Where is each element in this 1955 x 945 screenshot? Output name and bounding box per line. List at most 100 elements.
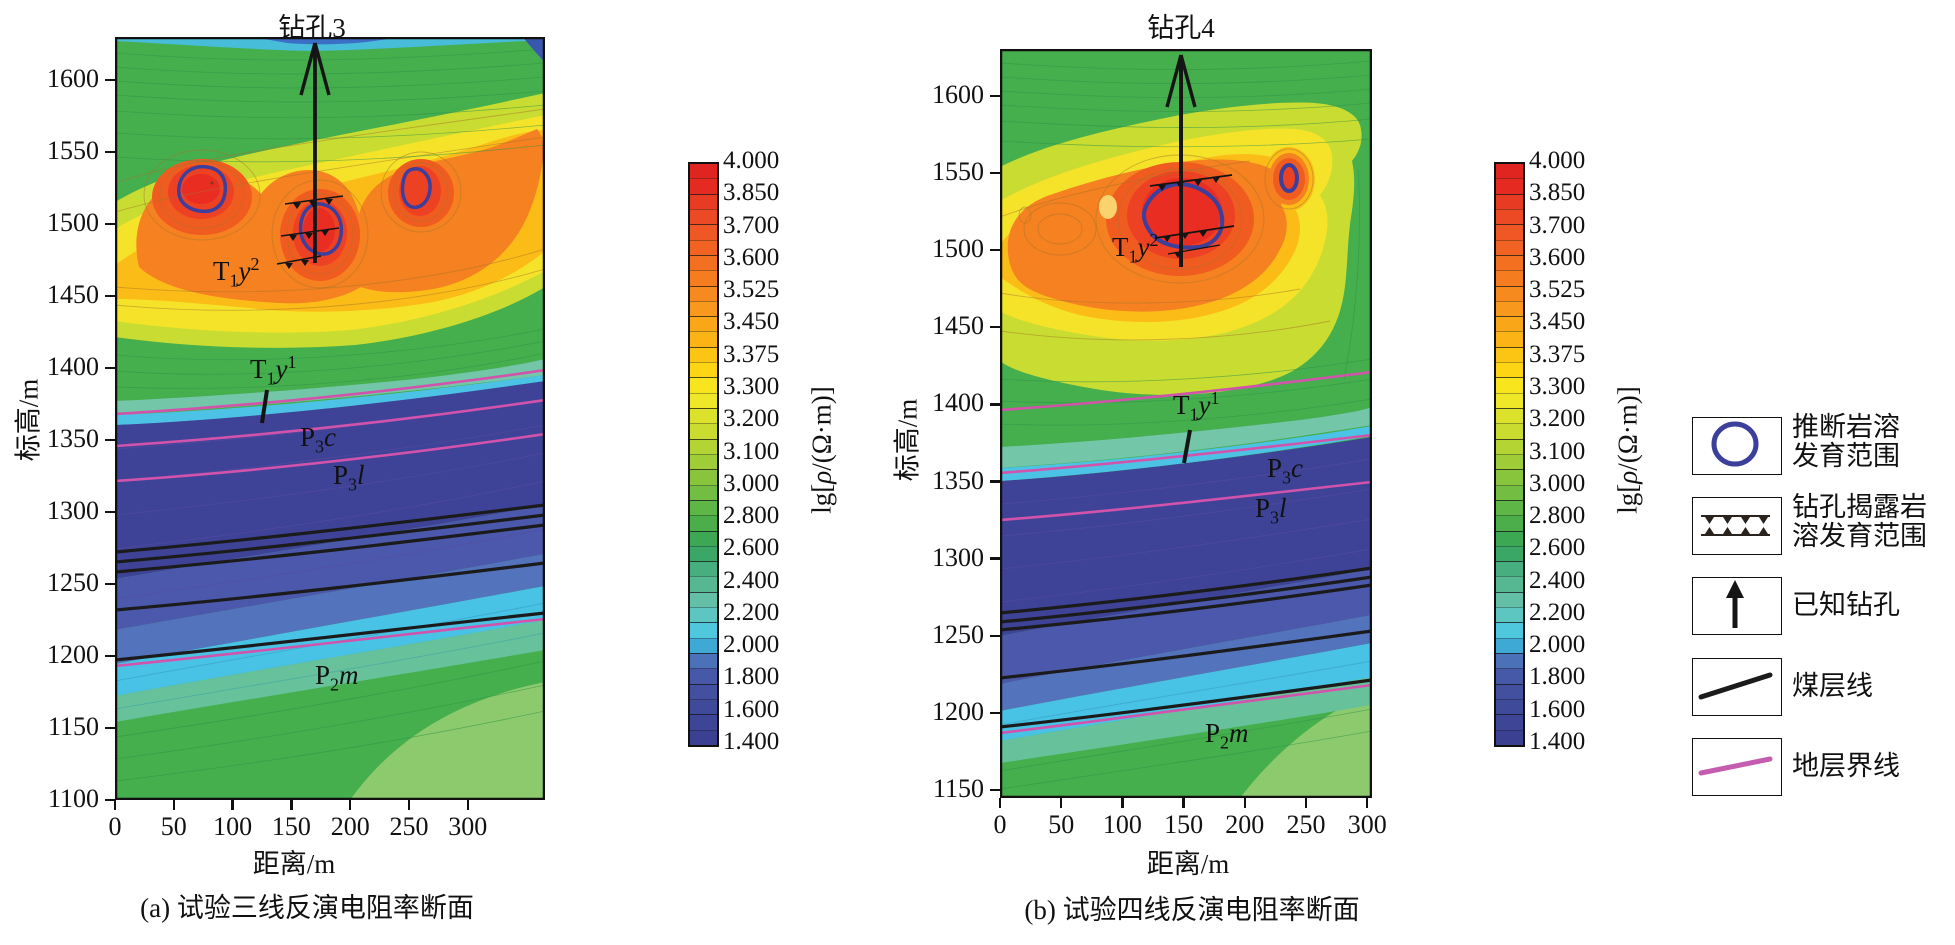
colorbar-tick-label: 3.300 xyxy=(1529,372,1586,400)
colorbar-tick-label: 1.800 xyxy=(723,663,780,691)
strata-label: T1y2 xyxy=(213,254,260,291)
colorbar-cell xyxy=(690,239,717,255)
colorbar-tick-label: 2.400 xyxy=(1529,566,1586,594)
colorbar-tick-label: 2.400 xyxy=(723,566,780,594)
colorbar-cell xyxy=(690,331,717,347)
colorbar xyxy=(688,162,719,747)
colorbar-cell xyxy=(690,193,717,209)
x-tick-mark xyxy=(231,800,234,810)
y-tick-label: 1400 xyxy=(47,352,99,381)
colorbar-cell xyxy=(1496,239,1523,255)
colorbar-a-title: lg[ρ/(Ω·m)] xyxy=(806,386,837,514)
colorbar-cell xyxy=(690,224,717,240)
x-tick-mark xyxy=(349,800,352,810)
y-tick-label: 1200 xyxy=(932,696,984,726)
y-tick-label: 1150 xyxy=(932,773,984,803)
colorbar-tick-label: 2.800 xyxy=(723,502,780,530)
x-tick-label: 200 xyxy=(1225,810,1265,839)
borehole-karst-hatch-icon xyxy=(1701,515,1770,536)
colorbar-cell xyxy=(1496,637,1523,653)
colorbar-tick-label: 1.400 xyxy=(1529,728,1586,755)
colorbar-cell xyxy=(1496,607,1523,623)
x-tick-label: 250 xyxy=(1286,810,1326,839)
x-tick-mark xyxy=(466,800,469,810)
colorbar-tick-label: 3.300 xyxy=(723,372,780,400)
colorbar-tick-label: 1.600 xyxy=(723,695,780,723)
colorbar-cell xyxy=(1496,346,1523,363)
colorbar-cell xyxy=(1496,392,1523,408)
y-tick-label: 1250 xyxy=(47,568,99,597)
colorbar-cell xyxy=(1496,714,1523,730)
x-tick-label: 250 xyxy=(389,812,429,841)
colorbar-cell xyxy=(690,561,717,577)
strata-label: P3l xyxy=(1255,493,1287,528)
x-tick-label: 100 xyxy=(1102,810,1142,839)
colorbar-cell xyxy=(1496,208,1523,225)
colorbar-cell xyxy=(1496,224,1523,240)
x-tick-mark xyxy=(1366,798,1369,808)
y-tick-label: 1250 xyxy=(932,619,984,649)
colorbar-cell xyxy=(1496,515,1523,531)
y-tick-mark xyxy=(990,326,1000,329)
known-borehole-arrow-icon xyxy=(1726,580,1744,628)
legend-item-stratum-boundary xyxy=(1692,738,1782,796)
x-tick-mark xyxy=(113,800,117,810)
x-tick-label: 150 xyxy=(1164,810,1204,839)
x-tick-mark xyxy=(1304,798,1308,808)
colorbar-cell xyxy=(690,545,717,562)
strata-label: T1y1 xyxy=(250,352,297,389)
y-tick-mark xyxy=(105,726,115,730)
colorbar-cell xyxy=(690,408,717,424)
y-tick-label: 1150 xyxy=(47,712,99,741)
colorbar-tick-label: 3.200 xyxy=(1529,405,1586,433)
borehole-arrow xyxy=(1165,54,1197,267)
y-tick-mark xyxy=(990,557,1000,560)
y-tick-mark xyxy=(105,78,115,82)
y-tick-label: 1350 xyxy=(47,424,99,453)
colorbar-cell xyxy=(690,622,717,638)
colorbar-tick-label: 2.800 xyxy=(1529,502,1586,530)
colorbar-cell xyxy=(1496,300,1523,317)
colorbar-cell xyxy=(690,164,717,179)
colorbar-cell xyxy=(1496,362,1523,378)
colorbar-cell xyxy=(1496,484,1523,500)
colorbar-tick-label: 3.700 xyxy=(723,211,780,239)
panel-b-xlabel: 距离/m xyxy=(1146,849,1230,879)
contour-lines-green xyxy=(1000,60,1372,790)
colorbar-cell xyxy=(1496,683,1523,699)
y-tick-label: 1200 xyxy=(47,640,99,669)
coal-seam-lines xyxy=(115,503,545,662)
legend-label-karst: 推断岩溶 发育范围 xyxy=(1792,412,1900,471)
legend-item-karst xyxy=(1692,417,1782,475)
panel-a-xlabel: 距离/m xyxy=(252,849,336,879)
colorbar-b-title: lg[ρ/(Ω·m)] xyxy=(1612,386,1643,514)
colorbar-tick-label: 3.000 xyxy=(1529,469,1586,497)
x-tick-label: 200 xyxy=(330,812,370,841)
y-tick-label: 1550 xyxy=(932,157,984,187)
colorbar-cell xyxy=(690,438,717,454)
contour-lines-warm xyxy=(115,108,545,311)
colorbar-tick-label: 2.600 xyxy=(1529,534,1586,562)
colorbar-cell xyxy=(1496,164,1523,179)
y-tick-label: 1600 xyxy=(47,64,99,93)
colorbar-cell xyxy=(690,683,717,699)
legend-item-coal-seam xyxy=(1692,658,1782,716)
colorbar-cell xyxy=(1496,331,1523,347)
legend-label-known-borehole: 已知钻孔 xyxy=(1792,590,1900,620)
y-tick-mark xyxy=(105,366,115,370)
colorbar-cell xyxy=(1496,622,1523,638)
colorbar-tick-label: 3.600 xyxy=(723,243,780,271)
karst-circle-icon xyxy=(1711,421,1759,467)
plot-border-b xyxy=(1000,49,1372,798)
stratum-boundary-lines xyxy=(115,368,545,668)
y-tick-mark xyxy=(990,634,1000,637)
y-tick-mark xyxy=(990,94,1000,98)
colorbar-cell xyxy=(690,316,717,332)
x-tick-label: 300 xyxy=(448,812,488,841)
colorbar-cell xyxy=(690,423,717,439)
y-tick-mark xyxy=(105,510,115,514)
panel-b-borehole-title: 钻孔4 xyxy=(1147,13,1215,43)
colorbar-tick-label: 4.000 xyxy=(1529,147,1586,174)
low-resistivity-zone xyxy=(1000,437,1372,636)
